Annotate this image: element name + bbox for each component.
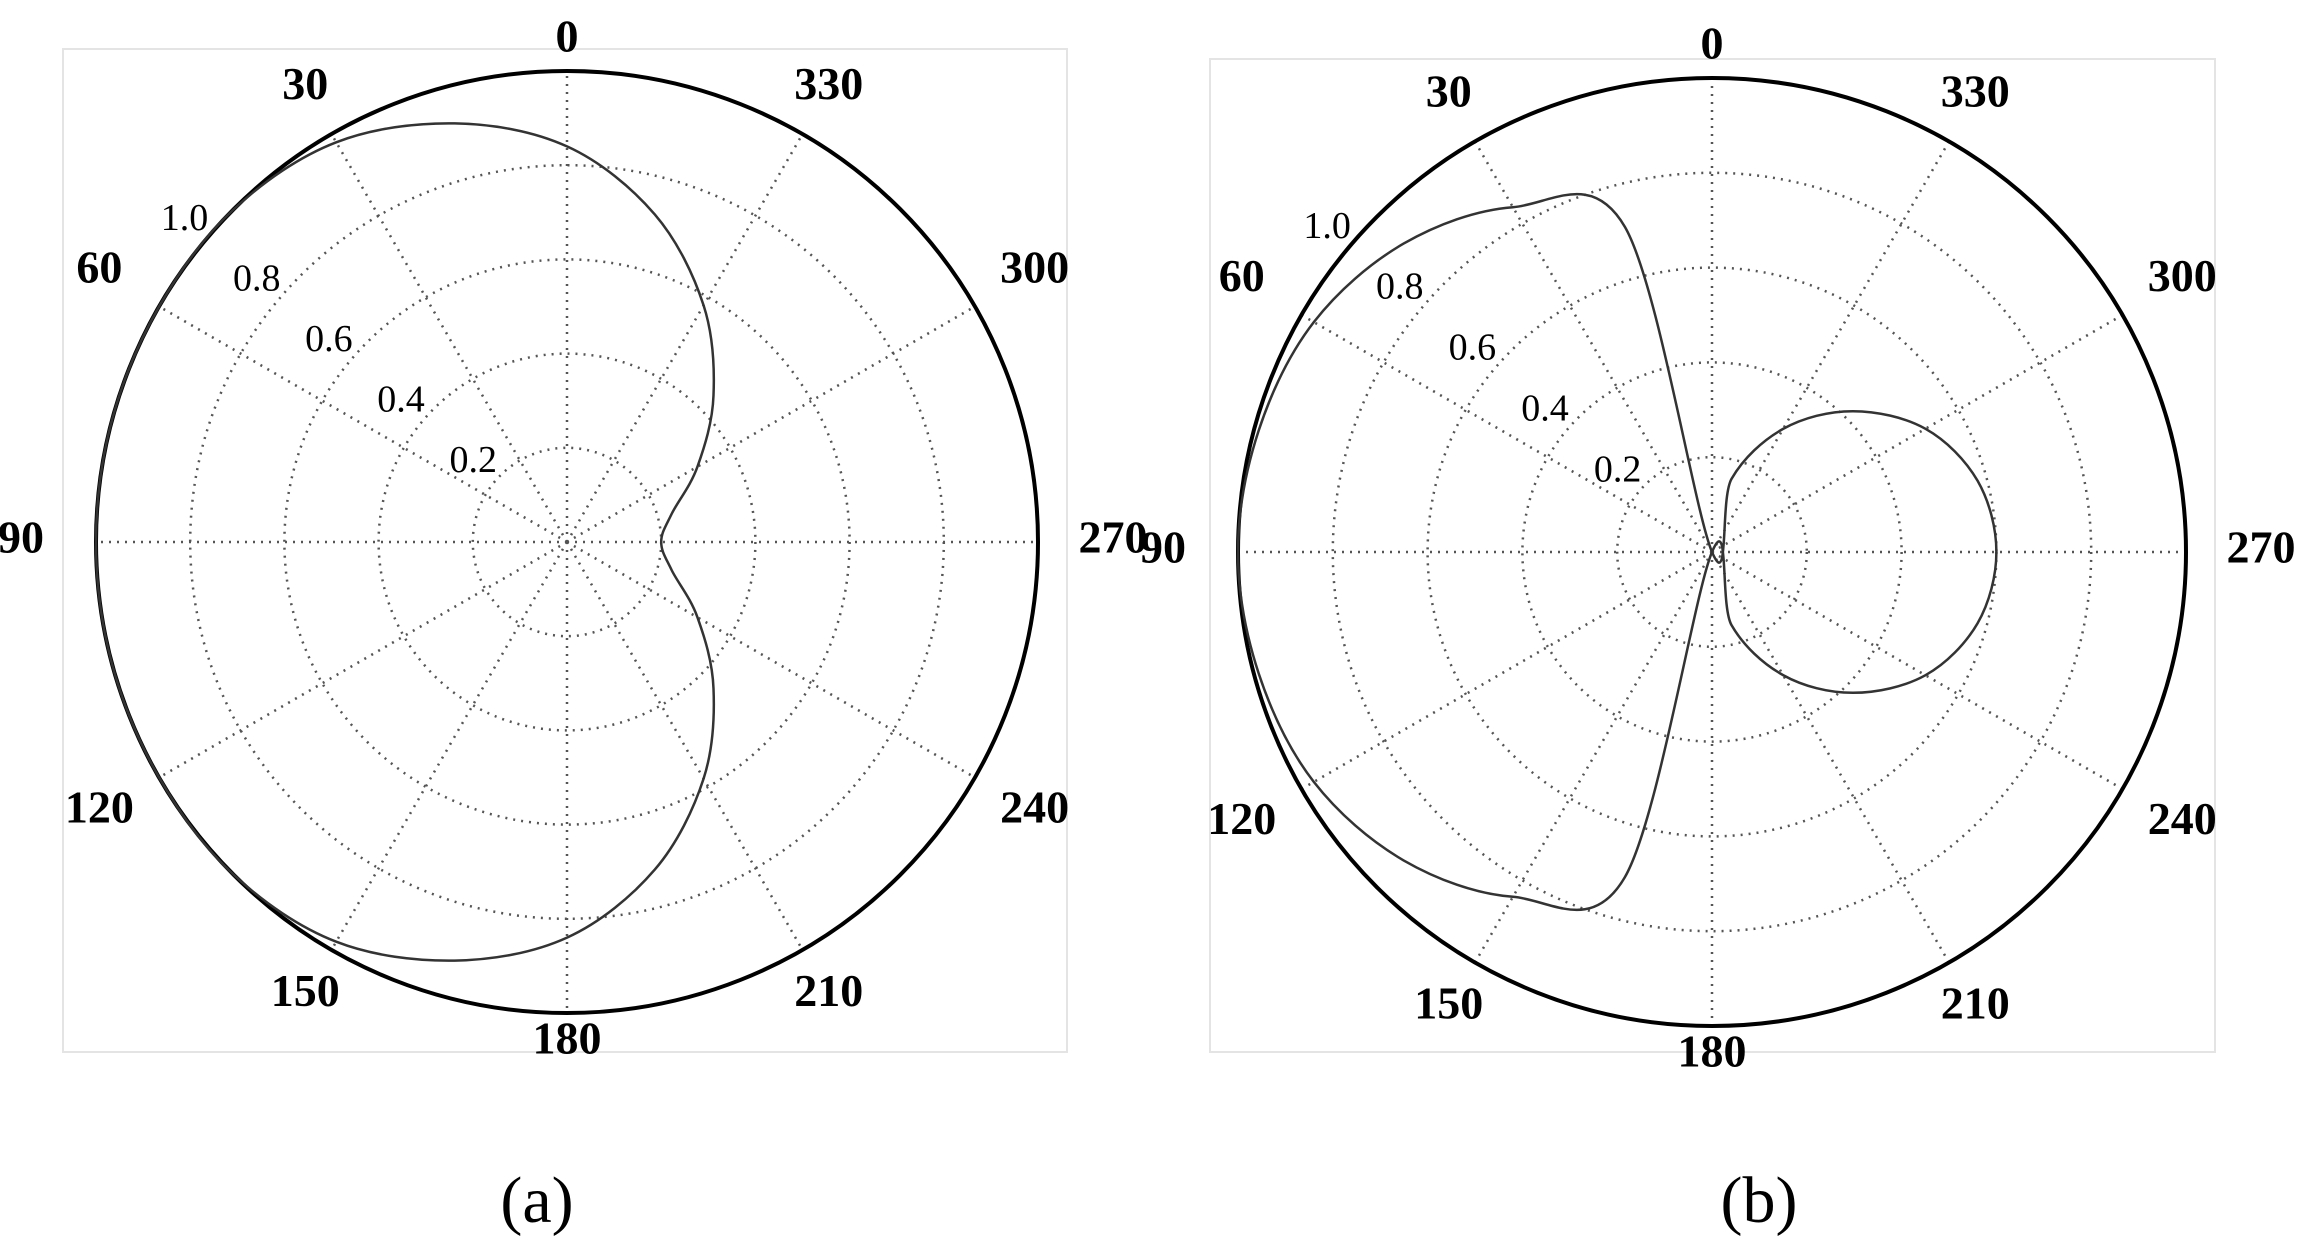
theta-tick-label: 210 bbox=[794, 965, 863, 1016]
theta-tick-label: 240 bbox=[2148, 793, 2217, 844]
theta-tick-label: 300 bbox=[1000, 242, 1069, 293]
theta-tick-label: 150 bbox=[1414, 978, 1483, 1029]
r-tick-label: 0.4 bbox=[1521, 388, 1569, 430]
theta-tick-label: 0 bbox=[556, 11, 579, 62]
theta-tick-label: 30 bbox=[1426, 66, 1472, 117]
grid-circle bbox=[283, 258, 851, 826]
theta-tick-label: 120 bbox=[65, 782, 134, 833]
grid-spoke bbox=[565, 541, 804, 951]
r-tick-label: 1.0 bbox=[161, 197, 209, 239]
grid-spoke bbox=[565, 133, 804, 543]
r-tick-label: 0.6 bbox=[305, 318, 353, 360]
r-tick-label: 1.0 bbox=[1303, 205, 1351, 247]
theta-tick-label: 90 bbox=[1140, 522, 1186, 573]
grid-spoke bbox=[1710, 140, 1951, 553]
r-tick-label: 0.8 bbox=[1376, 266, 1424, 308]
grid-spoke bbox=[1473, 551, 1714, 964]
theta-tick-label: 330 bbox=[794, 58, 863, 109]
theta-tick-label: 150 bbox=[271, 965, 340, 1016]
theta-tick-label: 300 bbox=[2148, 250, 2217, 301]
theta-tick-label: 0 bbox=[1701, 18, 1724, 69]
theta-tick-label: 180 bbox=[533, 1013, 602, 1064]
grid-spoke bbox=[158, 540, 568, 779]
panel-frame bbox=[62, 48, 1068, 1053]
grid-circle bbox=[1615, 455, 1809, 649]
theta-tick-label: 180 bbox=[1678, 1026, 1747, 1077]
theta-tick-label: 270 bbox=[2227, 522, 2296, 573]
grid-spoke bbox=[330, 541, 569, 951]
panel-frame bbox=[1209, 58, 2216, 1053]
theta-tick-label: 30 bbox=[282, 58, 328, 109]
panel-caption: (a) bbox=[500, 1164, 573, 1237]
r-tick-label: 0.2 bbox=[449, 439, 497, 481]
grid-spoke bbox=[1300, 313, 1713, 554]
theta-tick-label: 240 bbox=[1000, 782, 1069, 833]
theta-tick-label: 60 bbox=[1219, 250, 1265, 301]
panel-caption: (b) bbox=[1721, 1164, 1798, 1237]
theta-tick-label: 90 bbox=[0, 512, 44, 563]
grid-spoke bbox=[330, 133, 569, 543]
r-tick-label: 0.2 bbox=[1594, 449, 1642, 491]
r-tick-label: 0.4 bbox=[377, 378, 425, 420]
r-tick-label: 0.8 bbox=[233, 257, 281, 299]
theta-tick-label: 120 bbox=[1207, 793, 1276, 844]
pattern-curve bbox=[1236, 192, 1998, 912]
grid-spoke bbox=[1710, 551, 1951, 964]
r-tick-label: 0.6 bbox=[1449, 327, 1497, 369]
theta-tick-label: 60 bbox=[76, 242, 122, 293]
grid-circle bbox=[377, 352, 757, 732]
grid-spoke bbox=[158, 305, 568, 544]
grid-spoke bbox=[566, 305, 976, 544]
grid-spoke bbox=[1300, 550, 1713, 791]
theta-tick-label: 330 bbox=[1941, 66, 2010, 117]
grid-circle bbox=[1521, 361, 1903, 743]
grid-spoke bbox=[566, 540, 976, 779]
pattern-curve bbox=[94, 122, 716, 962]
theta-tick-label: 210 bbox=[1941, 978, 2010, 1029]
theta-tick-label: 270 bbox=[1079, 512, 1148, 563]
